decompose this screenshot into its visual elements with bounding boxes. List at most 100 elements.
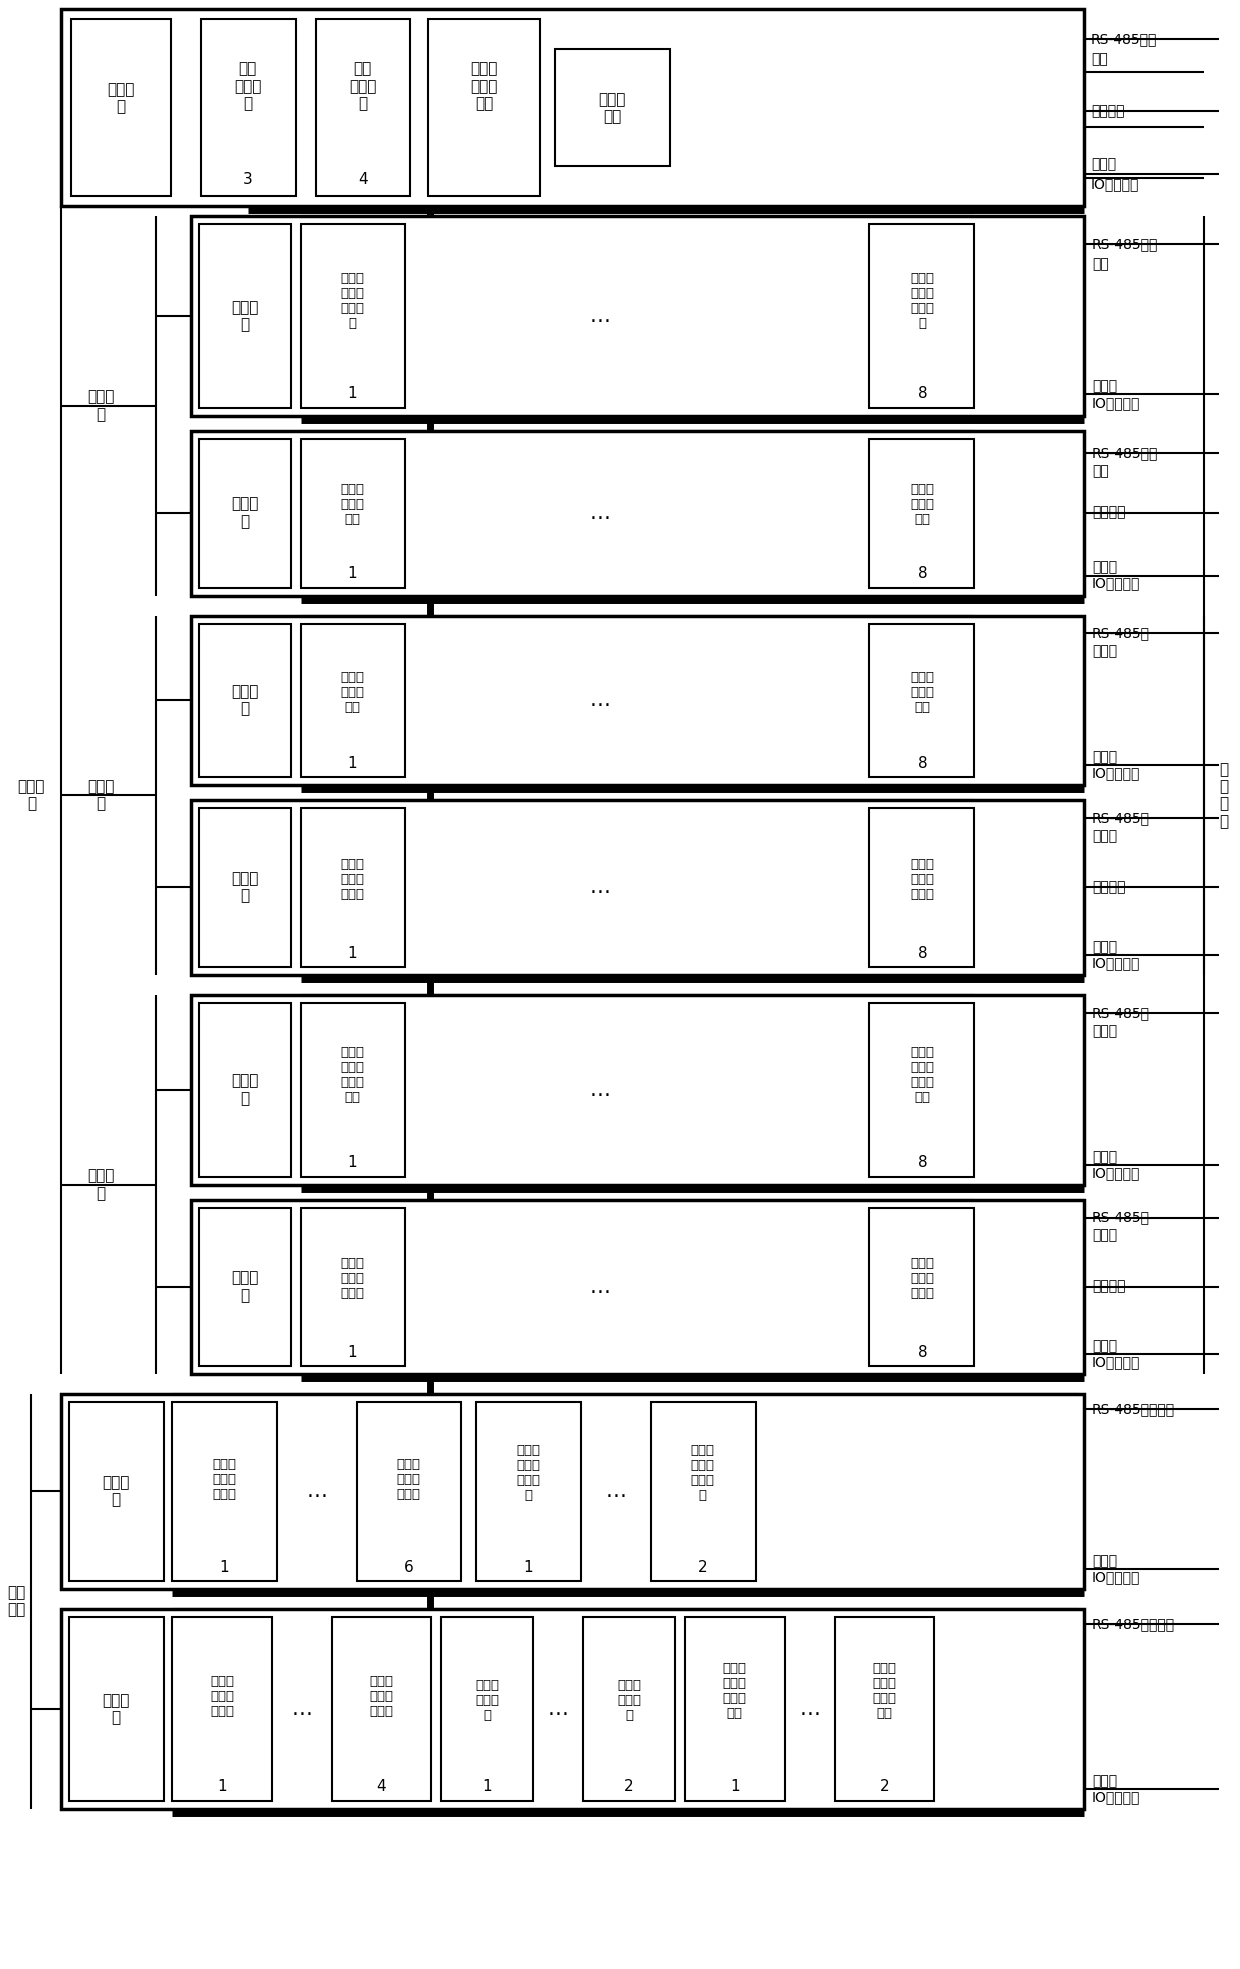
Text: 冷却水
泵模拟
模块: 冷却水 泵模拟 模块 [910, 671, 934, 715]
Bar [869, 807, 975, 967]
Bar [835, 1617, 934, 1802]
Bar [172, 1402, 277, 1581]
Bar [869, 624, 975, 778]
Text: IO通讯总线: IO通讯总线 [1092, 1569, 1141, 1585]
Bar [172, 1617, 272, 1802]
Text: 8: 8 [918, 1345, 928, 1361]
Text: 旁通比
例调节
阀模拟
模块: 旁通比 例调节 阀模拟 模块 [723, 1662, 746, 1721]
Text: 冷机电
动蝶阀
模拟模
块: 冷机电 动蝶阀 模拟模 块 [341, 272, 365, 331]
Text: 8: 8 [918, 945, 928, 961]
Text: 电源模
块: 电源模 块 [103, 1693, 130, 1725]
Text: 触摸屏
故障: 触摸屏 故障 [599, 93, 626, 124]
Text: 2: 2 [624, 1780, 634, 1794]
Bar [301, 624, 405, 778]
Text: 8: 8 [918, 565, 928, 581]
Text: 2: 2 [879, 1780, 889, 1794]
Text: 电源模
块: 电源模 块 [231, 1073, 258, 1107]
Text: 电源模
块: 电源模 块 [103, 1475, 130, 1508]
Text: IO通讯总线: IO通讯总线 [1092, 1355, 1141, 1370]
Text: 4: 4 [358, 171, 367, 187]
Text: 供电及: 供电及 [1092, 1150, 1117, 1164]
Bar [476, 1402, 582, 1581]
Text: RS-485通讯: RS-485通讯 [1092, 236, 1158, 250]
Bar [198, 807, 290, 967]
Text: 冷却塔
电动蝶
阀模拟
模块: 冷却塔 电动蝶 阀模拟 模块 [341, 1046, 365, 1105]
Text: 供电及: 供电及 [1091, 158, 1116, 171]
Text: 冷却塔
风机模
拟模块: 冷却塔 风机模 拟模块 [910, 858, 934, 900]
Text: 室外湿
度传感
模拟模
块: 室外湿 度传感 模拟模 块 [691, 1445, 714, 1502]
Text: 通讯总
线: 通讯总 线 [88, 780, 115, 811]
Text: RS-485通: RS-485通 [1092, 1006, 1149, 1020]
Text: 电源模
块: 电源模 块 [231, 1270, 258, 1303]
Text: 温度传
感器模
拟模块: 温度传 感器模 拟模块 [910, 1256, 934, 1300]
Bar [61, 1394, 1084, 1589]
Text: 1: 1 [347, 565, 357, 581]
Text: 室外湿
度传感
模拟模
块: 室外湿 度传感 模拟模 块 [516, 1445, 541, 1502]
Text: 旁通比
例调节
阀模拟
模块: 旁通比 例调节 阀模拟 模块 [873, 1662, 897, 1721]
Bar [301, 807, 405, 967]
Text: 液位传
感器模
块: 液位传 感器模 块 [475, 1680, 500, 1723]
Bar [357, 1402, 461, 1581]
Text: 通讯总线: 通讯总线 [1092, 880, 1126, 894]
Text: 讯总线: 讯总线 [1092, 1229, 1117, 1242]
Text: 供电及: 供电及 [1092, 1554, 1117, 1567]
Text: 流量传
感器模
拟模块: 流量传 感器模 拟模块 [370, 1676, 393, 1719]
Text: …: … [306, 1481, 327, 1500]
Text: RS-485通讯总线: RS-485通讯总线 [1092, 1402, 1176, 1416]
Text: RS-485通: RS-485通 [1092, 626, 1149, 640]
Text: 1: 1 [730, 1780, 739, 1794]
Bar [71, 20, 171, 197]
Bar [301, 1207, 405, 1366]
Bar [191, 431, 1084, 595]
Text: IO通讯总线: IO通讯总线 [1092, 577, 1141, 591]
Bar [441, 1617, 533, 1802]
Text: …: … [548, 1699, 569, 1719]
Text: 总线: 总线 [1092, 465, 1109, 478]
Text: 供电及: 供电及 [1092, 378, 1117, 394]
Bar [869, 439, 975, 587]
Bar [316, 20, 410, 197]
Text: 1: 1 [482, 1780, 492, 1794]
Text: RS-485通: RS-485通 [1092, 811, 1149, 825]
Bar [198, 1002, 290, 1177]
Text: 通讯总线: 通讯总线 [1092, 506, 1126, 520]
Text: 1: 1 [347, 386, 357, 402]
Text: 电源模
块: 电源模 块 [108, 83, 135, 114]
Text: 1: 1 [523, 1559, 533, 1575]
Text: 仿真运
算模拟
模块: 仿真运 算模拟 模块 [471, 61, 498, 110]
Text: 压力传
感器模
拟模块: 压力传 感器模 拟模块 [212, 1457, 236, 1500]
Bar [191, 1199, 1084, 1374]
Text: IO通讯总线: IO通讯总线 [1092, 957, 1141, 971]
Text: 8: 8 [918, 1156, 928, 1170]
Text: 冷机电
动蝶阀
模拟模
块: 冷机电 动蝶阀 模拟模 块 [910, 272, 934, 331]
Text: IO通讯总线: IO通讯总线 [1092, 766, 1141, 780]
Text: 电源模
块: 电源模 块 [231, 299, 258, 333]
Text: 2: 2 [698, 1559, 708, 1575]
Text: RS-485通讯: RS-485通讯 [1091, 32, 1157, 47]
Text: 供电及: 供电及 [1092, 561, 1117, 575]
Text: 讯总线: 讯总线 [1092, 1024, 1117, 1038]
Text: …: … [589, 876, 610, 898]
Bar [191, 217, 1084, 415]
Text: 通讯总线: 通讯总线 [1091, 104, 1125, 118]
Text: 通讯总
线: 通讯总 线 [17, 780, 45, 811]
Bar [201, 20, 295, 197]
Bar [69, 1617, 164, 1802]
Bar [301, 1002, 405, 1177]
Text: 冷却塔
电动蝶
阀模拟
模块: 冷却塔 电动蝶 阀模拟 模块 [910, 1046, 934, 1105]
Bar [191, 799, 1084, 975]
Bar [583, 1617, 675, 1802]
Text: 4: 4 [377, 1780, 387, 1794]
Bar [198, 1207, 290, 1366]
Bar [61, 10, 1084, 207]
Text: 冷却塔
风机模
拟模块: 冷却塔 风机模 拟模块 [341, 858, 365, 900]
Text: 冷机
模拟模
块: 冷机 模拟模 块 [348, 61, 376, 110]
Text: IO通讯总线: IO通讯总线 [1091, 177, 1140, 191]
Text: 1: 1 [347, 756, 357, 770]
Text: 供电及: 供电及 [1092, 939, 1117, 955]
Text: IO通讯总线: IO通讯总线 [1092, 1790, 1141, 1804]
Text: RS-485通讯总线: RS-485通讯总线 [1092, 1617, 1176, 1630]
Text: 供电及: 供电及 [1092, 750, 1117, 764]
Text: RS-485通讯: RS-485通讯 [1092, 445, 1158, 459]
Text: 冷机
模拟模
块: 冷机 模拟模 块 [234, 61, 262, 110]
